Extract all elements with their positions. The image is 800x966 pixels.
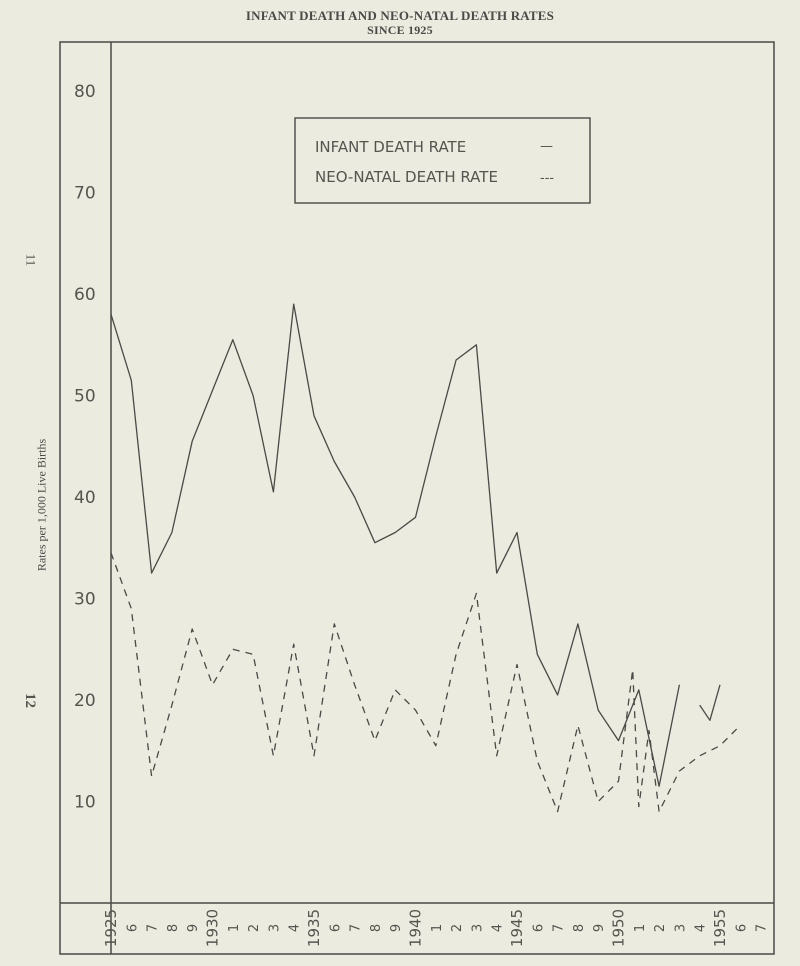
series-layer — [110, 303, 741, 813]
x-tick-label: 1950 — [610, 909, 628, 947]
x-tick-label: 9 — [389, 924, 404, 932]
x-tick-label: 1 — [633, 924, 648, 932]
chart-subtitle: SINCE 1925 — [367, 23, 433, 37]
x-tick-label: 9 — [186, 924, 201, 932]
x-tick-label: 3 — [470, 924, 485, 932]
y-tick-label: 60 — [74, 285, 96, 305]
x-tick-label: 7 — [146, 924, 161, 932]
chart-frame — [59, 41, 775, 955]
x-tick-label: 3 — [673, 924, 688, 932]
neonatal-death-rate-line — [110, 552, 741, 813]
infant-death-rate-line — [699, 684, 721, 721]
x-tick-label: 1 — [430, 924, 445, 932]
x-tick-label: 4 — [491, 924, 506, 932]
x-tick-label: 8 — [369, 924, 384, 932]
y-tick-label: 10 — [74, 793, 96, 813]
y-tick-label: 20 — [74, 691, 96, 711]
x-tick-label: 4 — [288, 924, 303, 932]
x-tick-label: 4 — [694, 924, 709, 932]
legend-label-infant: INFANT DEATH RATE — [315, 138, 466, 156]
y-tick-label: 30 — [74, 590, 96, 610]
legend-symbol-neonatal: --- — [540, 171, 554, 186]
x-tick-label: 7 — [552, 924, 567, 932]
y-tick-label: 50 — [74, 387, 96, 407]
x-tick-label: 6 — [531, 924, 546, 932]
x-tick-label: 2 — [450, 924, 465, 932]
x-tick-labels: 1925 6 7 8 9 1930 1 2 3 4 1935 6 7 8 9 1940 1 2 3 4 1945 6 7 8 9… — [102, 909, 770, 947]
x-tick-label: 8 — [166, 924, 181, 932]
chart-title: INFANT DEATH AND NEO-NATAL DEATH RATES — [245, 8, 555, 23]
legend-box — [294, 117, 591, 204]
x-tick-label: 6 — [125, 924, 140, 932]
y-tick-label: 70 — [74, 184, 96, 204]
x-tick-label: 7 — [755, 924, 770, 932]
y-tick-label: 40 — [74, 488, 96, 508]
y-tick-labels: 10 20 30 40 50 60 70 80 — [74, 82, 96, 813]
y-tick-label: 80 — [74, 82, 96, 102]
x-tick-label: 1945 — [508, 909, 526, 947]
x-tick-label: 8 — [572, 924, 587, 932]
x-tick-label: 3 — [267, 924, 282, 932]
x-tick-label: 1 — [227, 924, 242, 932]
x-tick-label: 2 — [247, 924, 262, 932]
legend-label-neonatal: NEO-NATAL DEATH RATE — [315, 168, 498, 186]
x-tick-label: 1930 — [204, 909, 222, 947]
x-tick-label: 6 — [328, 924, 343, 932]
x-tick-label: 1940 — [407, 909, 425, 947]
x-tick-label: 1935 — [305, 909, 323, 947]
x-tick-label: 1925 — [102, 909, 120, 947]
x-tick-label: 9 — [592, 924, 607, 932]
x-tick-label: 2 — [653, 924, 668, 932]
x-tick-label: 7 — [349, 924, 364, 932]
infant-death-rate-line — [110, 303, 681, 787]
legend: INFANT DEATH RATE — NEO-NATAL DEATH RATE… — [294, 117, 591, 204]
x-tick-label: 1955 — [711, 909, 729, 947]
legend-symbol-infant: — — [540, 139, 553, 154]
x-tick-label: 6 — [734, 924, 749, 932]
